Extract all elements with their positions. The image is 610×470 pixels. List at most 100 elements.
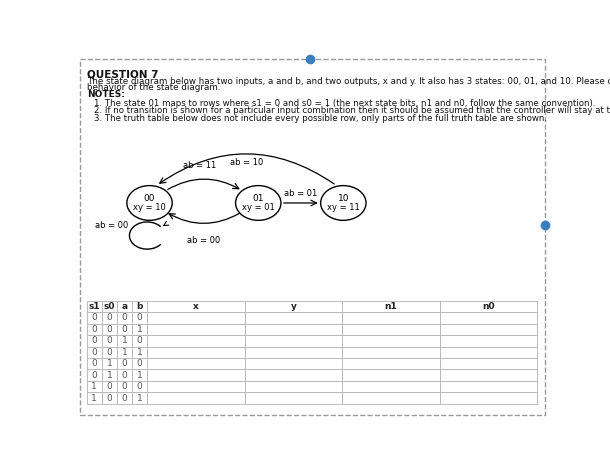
Bar bbox=[117, 392, 132, 404]
Bar bbox=[342, 335, 440, 346]
Bar bbox=[342, 381, 440, 392]
Text: ab = 01: ab = 01 bbox=[284, 189, 317, 198]
Text: 0: 0 bbox=[121, 313, 127, 322]
Bar bbox=[147, 358, 245, 369]
Bar bbox=[117, 312, 132, 324]
Text: 0: 0 bbox=[107, 382, 112, 391]
Text: ab = 00: ab = 00 bbox=[95, 221, 129, 230]
Bar bbox=[102, 335, 117, 346]
Bar bbox=[440, 358, 537, 369]
Bar bbox=[132, 346, 147, 358]
Text: 0: 0 bbox=[107, 348, 112, 357]
Text: 10: 10 bbox=[337, 194, 349, 203]
Bar bbox=[117, 346, 132, 358]
Bar bbox=[132, 381, 147, 392]
Text: 01: 01 bbox=[253, 194, 264, 203]
Bar bbox=[147, 324, 245, 335]
Bar bbox=[245, 346, 342, 358]
Text: y: y bbox=[290, 302, 296, 311]
Text: 1: 1 bbox=[137, 393, 143, 403]
Text: 0: 0 bbox=[121, 371, 127, 380]
Bar bbox=[245, 381, 342, 392]
Text: x: x bbox=[193, 302, 199, 311]
Bar bbox=[342, 369, 440, 381]
Text: NOTES:: NOTES: bbox=[87, 90, 124, 100]
Text: 2. If no transition is shown for a particular input combination then it should b: 2. If no transition is shown for a parti… bbox=[94, 106, 610, 115]
Bar bbox=[87, 301, 102, 312]
Text: 0: 0 bbox=[121, 393, 127, 403]
Bar bbox=[245, 312, 342, 324]
Text: xy = 10: xy = 10 bbox=[133, 203, 166, 212]
Text: behavior of the state diagram.: behavior of the state diagram. bbox=[87, 83, 220, 92]
Circle shape bbox=[235, 186, 281, 220]
Text: s0: s0 bbox=[104, 302, 115, 311]
Bar bbox=[342, 324, 440, 335]
Text: 1: 1 bbox=[92, 382, 97, 391]
Bar bbox=[87, 381, 102, 392]
Text: 1: 1 bbox=[121, 337, 127, 345]
Text: 0: 0 bbox=[121, 382, 127, 391]
Text: 0: 0 bbox=[121, 359, 127, 368]
Bar bbox=[117, 381, 132, 392]
Bar bbox=[245, 392, 342, 404]
Text: b: b bbox=[137, 302, 143, 311]
Bar bbox=[102, 392, 117, 404]
Bar bbox=[440, 346, 537, 358]
Bar bbox=[245, 301, 342, 312]
Bar bbox=[440, 392, 537, 404]
Bar bbox=[132, 312, 147, 324]
Text: ab = 11: ab = 11 bbox=[182, 161, 216, 170]
Text: 0: 0 bbox=[121, 325, 127, 334]
Text: 0: 0 bbox=[107, 313, 112, 322]
Bar bbox=[440, 381, 537, 392]
Bar bbox=[245, 335, 342, 346]
Bar bbox=[117, 369, 132, 381]
Text: 1: 1 bbox=[107, 359, 112, 368]
Bar bbox=[117, 301, 132, 312]
Text: ab = 10: ab = 10 bbox=[230, 157, 263, 166]
Text: 0: 0 bbox=[92, 371, 97, 380]
Circle shape bbox=[127, 186, 172, 220]
Bar bbox=[342, 301, 440, 312]
Text: 1. The state 01 maps to rows where s1 = 0 and s0 = 1 (the next state bits, n1 an: 1. The state 01 maps to rows where s1 = … bbox=[94, 99, 595, 108]
Bar bbox=[102, 381, 117, 392]
Circle shape bbox=[321, 186, 366, 220]
Bar bbox=[87, 335, 102, 346]
Text: 1: 1 bbox=[107, 371, 112, 380]
Bar bbox=[245, 324, 342, 335]
Bar bbox=[117, 335, 132, 346]
Text: 1: 1 bbox=[137, 325, 143, 334]
Bar bbox=[147, 335, 245, 346]
Text: a: a bbox=[121, 302, 127, 311]
Text: 0: 0 bbox=[137, 313, 143, 322]
Bar bbox=[117, 324, 132, 335]
Text: 0: 0 bbox=[107, 393, 112, 403]
Bar bbox=[342, 346, 440, 358]
Bar bbox=[87, 312, 102, 324]
Bar bbox=[132, 358, 147, 369]
Text: 0: 0 bbox=[107, 337, 112, 345]
Text: 0: 0 bbox=[92, 359, 97, 368]
Bar bbox=[102, 369, 117, 381]
Bar bbox=[132, 369, 147, 381]
Bar bbox=[440, 369, 537, 381]
Bar bbox=[440, 335, 537, 346]
Text: 0: 0 bbox=[107, 325, 112, 334]
Bar bbox=[117, 358, 132, 369]
Bar bbox=[87, 346, 102, 358]
Text: n1: n1 bbox=[384, 302, 397, 311]
Bar bbox=[342, 358, 440, 369]
Text: n0: n0 bbox=[482, 302, 495, 311]
Bar bbox=[440, 312, 537, 324]
Text: QUESTION 7: QUESTION 7 bbox=[87, 69, 158, 79]
Text: 1: 1 bbox=[92, 393, 97, 403]
Bar bbox=[342, 312, 440, 324]
Text: s1: s1 bbox=[88, 302, 100, 311]
Text: 1: 1 bbox=[121, 348, 127, 357]
Bar bbox=[147, 392, 245, 404]
Bar bbox=[87, 358, 102, 369]
Bar bbox=[245, 358, 342, 369]
Bar bbox=[342, 392, 440, 404]
Bar bbox=[440, 301, 537, 312]
Text: 0: 0 bbox=[92, 325, 97, 334]
